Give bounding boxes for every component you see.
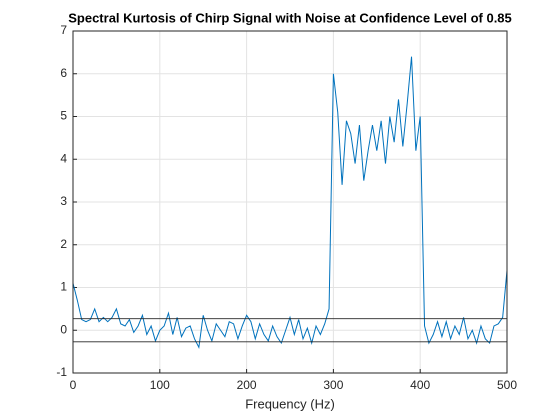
y-tick-label: 4 — [60, 151, 67, 165]
x-axis-label: Frequency (Hz) — [245, 396, 335, 411]
y-tick-label: 7 — [60, 23, 67, 37]
x-tick-label: 400 — [410, 378, 430, 392]
y-tick-label: 0 — [60, 322, 67, 336]
y-tick-label: -1 — [56, 365, 67, 379]
data-line — [72, 56, 508, 350]
y-tick-label: 1 — [60, 280, 67, 294]
y-tick-label: 3 — [60, 194, 67, 208]
x-tick-label: 0 — [70, 378, 77, 392]
y-tick-label: 6 — [60, 66, 67, 80]
axes-box — [72, 30, 508, 374]
x-tick-label: 300 — [323, 378, 343, 392]
x-tick-label: 100 — [150, 378, 170, 392]
x-tick-label: 500 — [497, 378, 517, 392]
chart-title: Spectral Kurtosis of Chirp Signal with N… — [68, 10, 512, 25]
x-tick-label: 200 — [237, 378, 257, 392]
y-tick-label: 2 — [60, 237, 67, 251]
y-tick-label: 5 — [60, 109, 67, 123]
